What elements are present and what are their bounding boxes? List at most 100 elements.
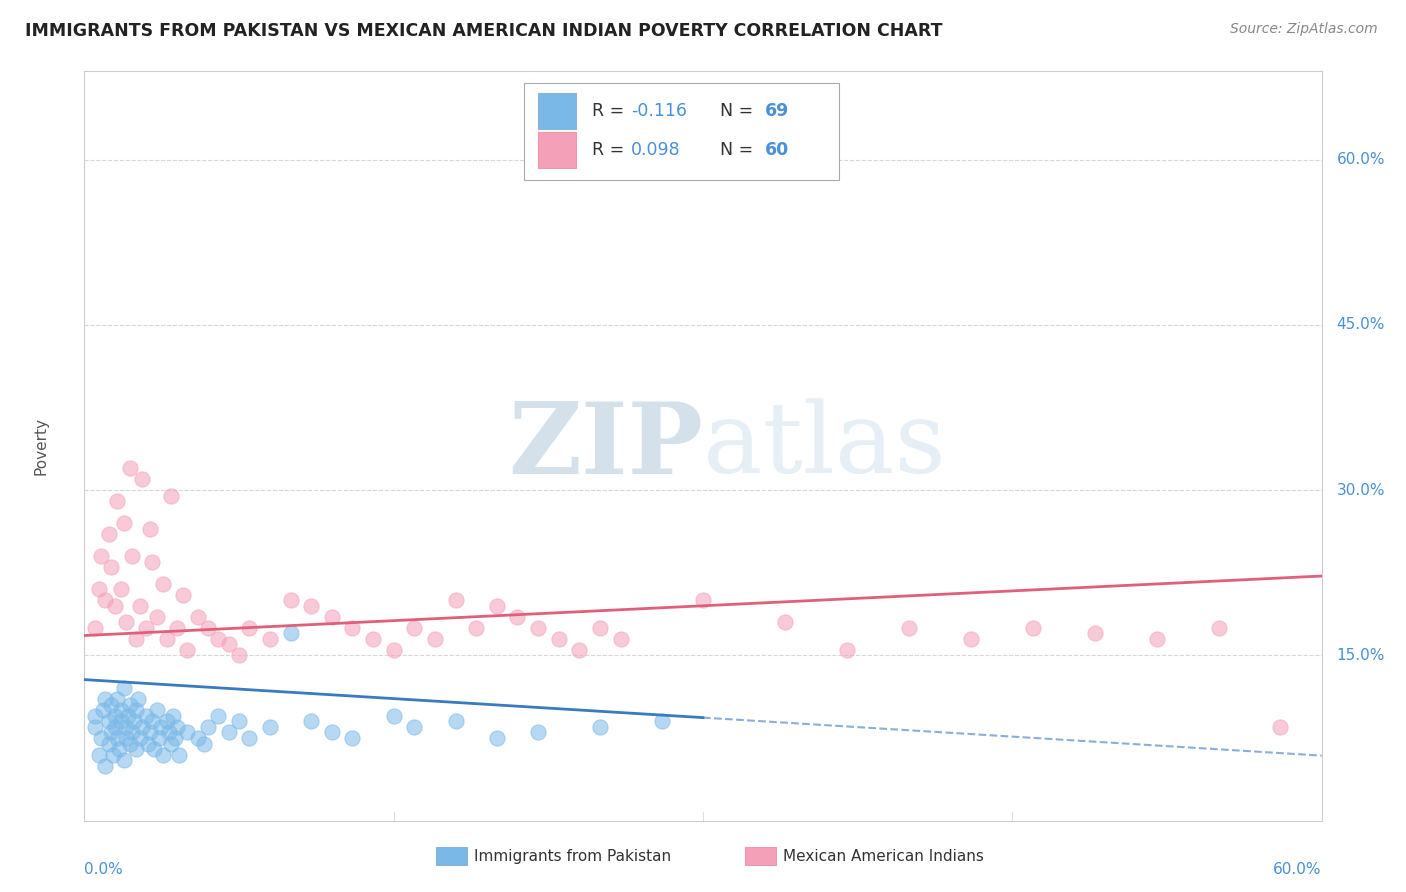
Text: atlas: atlas [703,398,946,494]
Point [321,725,343,739]
Point [342,731,364,745]
Point [152,747,174,762]
Point [444,714,467,729]
Point [94,758,117,772]
Point [148,731,170,745]
Point [187,731,209,745]
Point [197,621,219,635]
Point [139,522,162,536]
Point [280,626,302,640]
Text: 60.0%: 60.0% [1274,862,1322,877]
Point [321,609,343,624]
Point [166,720,188,734]
Point [228,648,250,663]
Point [121,549,143,564]
Text: 69: 69 [765,102,789,120]
Point [166,621,188,635]
FancyBboxPatch shape [523,83,839,180]
Text: 30.0%: 30.0% [1337,483,1385,498]
Point [547,632,569,646]
Text: R =: R = [592,141,630,159]
Point [423,632,446,646]
Point [125,632,148,646]
Point [104,720,127,734]
Point [651,714,673,729]
Point [114,720,136,734]
Point [87,582,110,597]
Text: 45.0%: 45.0% [1337,318,1385,333]
Point [112,681,135,696]
Point [105,731,128,745]
Text: Source: ZipAtlas.com: Source: ZipAtlas.com [1230,22,1378,37]
Point [342,621,364,635]
Point [837,643,859,657]
Point [110,582,132,597]
Point [1084,626,1107,640]
Point [118,737,141,751]
Text: -0.116: -0.116 [631,102,688,120]
Point [1208,621,1230,635]
Point [176,725,198,739]
Point [90,549,112,564]
Point [568,643,591,657]
Point [129,731,152,745]
Point [404,621,426,635]
Point [382,643,405,657]
Point [112,753,135,767]
Point [162,709,184,723]
Point [98,714,121,729]
Point [361,632,384,646]
FancyBboxPatch shape [538,93,575,129]
Point [149,720,172,734]
Point [589,720,612,734]
Point [238,731,260,745]
Point [110,714,132,729]
Point [527,725,550,739]
Point [135,621,157,635]
Point [692,593,714,607]
Point [156,714,179,729]
Point [94,692,117,706]
Point [218,725,240,739]
Point [259,632,281,646]
Point [299,599,322,613]
Point [100,560,122,574]
Point [136,737,159,751]
Text: 15.0%: 15.0% [1337,648,1385,663]
Point [87,747,110,762]
Point [98,737,121,751]
Text: Mexican American Indians: Mexican American Indians [783,849,984,863]
Point [172,588,194,602]
Text: N =: N = [709,141,759,159]
Point [609,632,631,646]
Point [117,709,139,723]
Point [160,489,183,503]
Point [100,698,122,712]
Point [121,725,143,739]
Point [485,731,508,745]
Point [141,714,163,729]
Point [98,527,121,541]
Text: Immigrants from Pakistan: Immigrants from Pakistan [474,849,671,863]
Point [207,632,229,646]
Point [135,709,157,723]
Point [127,692,149,706]
Point [112,516,135,530]
Point [898,621,921,635]
Point [103,747,125,762]
Point [589,621,612,635]
Point [83,720,105,734]
Point [129,599,152,613]
Point [960,632,983,646]
Point [197,720,219,734]
Point [114,731,136,745]
Text: 60: 60 [765,141,789,159]
Point [176,643,198,657]
Point [125,703,148,717]
Point [104,709,127,723]
Point [218,637,240,651]
Text: R =: R = [592,102,630,120]
Point [118,698,141,712]
Point [1146,632,1168,646]
Point [145,703,167,717]
